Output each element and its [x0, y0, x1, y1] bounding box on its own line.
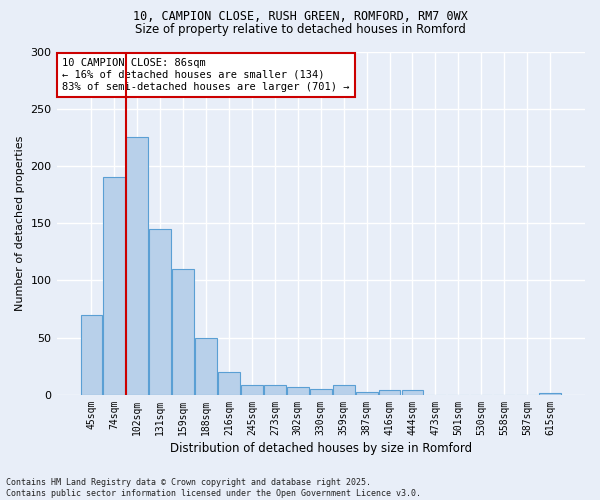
Bar — [218, 372, 240, 395]
Text: Contains HM Land Registry data © Crown copyright and database right 2025.
Contai: Contains HM Land Registry data © Crown c… — [6, 478, 421, 498]
Bar — [241, 384, 263, 395]
Bar — [127, 138, 148, 395]
Text: 10 CAMPION CLOSE: 86sqm
← 16% of detached houses are smaller (134)
83% of semi-d: 10 CAMPION CLOSE: 86sqm ← 16% of detache… — [62, 58, 349, 92]
Bar — [401, 390, 424, 395]
Bar — [149, 229, 171, 395]
Text: Size of property relative to detached houses in Romford: Size of property relative to detached ho… — [134, 22, 466, 36]
Bar — [539, 392, 561, 395]
Bar — [310, 389, 332, 395]
Bar — [172, 269, 194, 395]
Bar — [356, 392, 377, 395]
Y-axis label: Number of detached properties: Number of detached properties — [15, 136, 25, 311]
Text: 10, CAMPION CLOSE, RUSH GREEN, ROMFORD, RM7 0WX: 10, CAMPION CLOSE, RUSH GREEN, ROMFORD, … — [133, 10, 467, 23]
X-axis label: Distribution of detached houses by size in Romford: Distribution of detached houses by size … — [170, 442, 472, 455]
Bar — [195, 338, 217, 395]
Bar — [80, 315, 103, 395]
Bar — [264, 384, 286, 395]
Bar — [287, 387, 309, 395]
Bar — [379, 390, 400, 395]
Bar — [103, 178, 125, 395]
Bar — [333, 384, 355, 395]
